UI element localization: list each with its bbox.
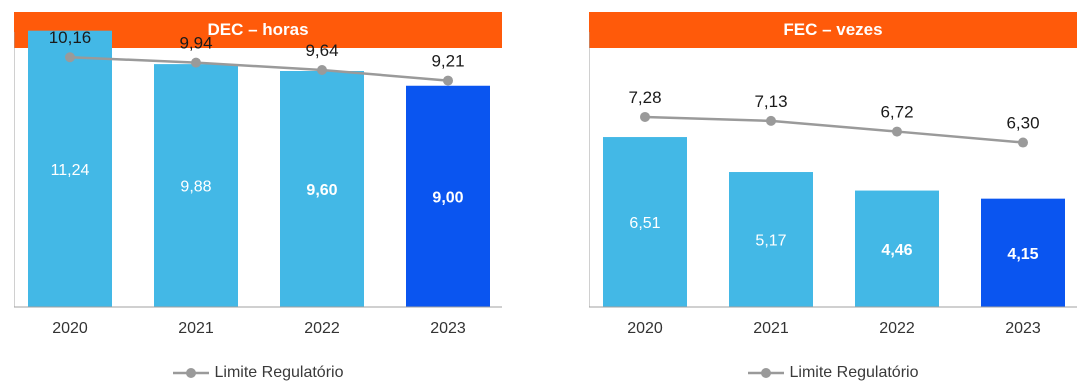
limit-point <box>317 65 327 76</box>
limit-point <box>766 115 776 126</box>
limit-value-label: 9,94 <box>179 34 212 53</box>
bar <box>28 30 112 308</box>
dec-chart-plot: 11,24 2020 9,88 2021 9,60 2022 9,00 2023 10,16 9,… <box>14 28 502 337</box>
x-tick-label: 2022 <box>879 320 915 337</box>
chart-legend: Limite Regulatório <box>14 362 502 384</box>
bar <box>729 172 813 307</box>
bar <box>280 71 364 307</box>
x-tick-label: 2020 <box>52 320 88 337</box>
bar-value-label: 5,17 <box>755 233 786 250</box>
x-tick-label: 2023 <box>1005 320 1041 337</box>
limit-value-label: 7,13 <box>754 92 787 111</box>
x-tick-label: 2021 <box>178 320 214 337</box>
dec-chart-panel: DEC – horas 11,24 2020 9,88 2021 9,60 2022 9,0… <box>14 0 502 385</box>
bar-value-label: 9,60 <box>306 182 337 199</box>
limit-value-label: 6,72 <box>880 103 913 122</box>
limit-value-label: 6,30 <box>1006 114 1039 133</box>
limit-point <box>892 126 902 137</box>
legend-label: Limite Regulatório <box>789 364 919 381</box>
bar <box>981 198 1065 307</box>
limit-point <box>191 57 201 68</box>
chart-legend: Limite Regulatório <box>589 362 1077 384</box>
bar-value-label: 4,46 <box>881 242 912 259</box>
chart-title: FEC – vezes <box>589 12 1077 48</box>
limit-point <box>640 111 650 122</box>
x-tick-label: 2020 <box>627 320 663 337</box>
legend-line-marker-icon <box>172 368 209 378</box>
limit-point <box>443 75 453 86</box>
limit-point <box>1018 137 1028 148</box>
x-tick-label: 2023 <box>430 320 466 337</box>
x-tick-label: 2021 <box>753 320 789 337</box>
bar-value-label: 11,24 <box>51 162 90 179</box>
limit-value-label: 10,16 <box>49 28 92 47</box>
x-tick-label: 2022 <box>304 320 340 337</box>
legend-line-marker-icon <box>747 368 784 378</box>
bar-value-label: 9,00 <box>432 189 463 206</box>
limit-value-label: 9,21 <box>431 52 464 71</box>
bar <box>154 64 238 307</box>
limit-line <box>644 115 1024 144</box>
fec-chart-panel: FEC – vezes 6,51 2020 5,17 2021 4,46 2022 4,15… <box>589 0 1077 385</box>
bar <box>406 85 490 307</box>
fec-chart-plot: 6,51 2020 5,17 2021 4,46 2022 4,15 2023 7,28 7,13… <box>589 32 1077 337</box>
bar-value-label: 6,51 <box>629 215 660 232</box>
limit-line <box>69 55 449 82</box>
bar <box>855 190 939 307</box>
bar <box>603 137 687 307</box>
bar-value-label: 9,88 <box>180 179 211 196</box>
legend-label: Limite Regulatório <box>214 364 344 381</box>
bar-value-label: 4,15 <box>1007 246 1038 263</box>
limit-value-label: 9,64 <box>305 41 338 60</box>
limit-value-label: 7,28 <box>628 88 661 107</box>
limit-point <box>65 52 75 63</box>
